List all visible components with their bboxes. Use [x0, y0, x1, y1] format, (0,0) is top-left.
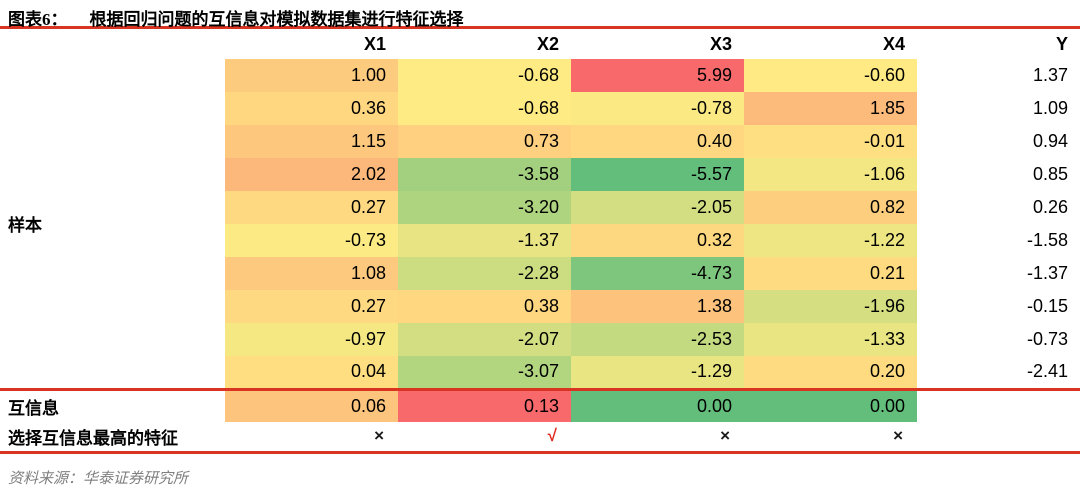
mutual-info-label: 互信息 [0, 389, 225, 422]
heatmap-cell-x1: -0.73 [225, 224, 398, 257]
heatmap-cell-x1: 0.27 [225, 290, 398, 323]
heatmap-cell-x2: -3.20 [398, 191, 571, 224]
selection-row: 选择互信息最高的特征 × √ × × [0, 422, 1080, 452]
check-mark-icon: √ [547, 426, 557, 446]
sample-row: 2.02 -3.58 -5.57 -1.06 0.85 [0, 158, 1080, 191]
selection-y-spacer [917, 422, 1080, 452]
heatmap-cell-x1: 1.08 [225, 257, 398, 290]
y-value-cell: 0.85 [917, 158, 1080, 191]
heatmap-cell-x4: -1.96 [744, 290, 917, 323]
heatmap-cell-x4: -0.60 [744, 59, 917, 92]
header-row: X1 X2 X3 X4 Y [0, 29, 1080, 59]
figure-title: 图表6： 根据回归问题的互信息对模拟数据集进行特征选择 [0, 0, 1080, 29]
sample-row: 0.04 -3.07 -1.29 0.20 -2.41 [0, 356, 1080, 389]
y-value-cell: -1.37 [917, 257, 1080, 290]
heatmap-cell-x3: 1.38 [571, 290, 744, 323]
column-header-x1: X1 [363, 33, 386, 54]
heatmap-cell-x2: -0.68 [398, 92, 571, 125]
y-value-cell: 1.37 [917, 59, 1080, 92]
heatmap-cell-x1: 0.04 [225, 356, 398, 389]
mutual-info-y-spacer [917, 389, 1080, 422]
column-header-x4: X4 [882, 33, 905, 54]
heatmap-cell-x4: 0.82 [744, 191, 917, 224]
heatmap-cell-x2: -3.07 [398, 356, 571, 389]
y-value-cell: 0.26 [917, 191, 1080, 224]
heatmap-cell-x1: 0.27 [225, 191, 398, 224]
sample-row: 0.27 0.38 1.38 -1.96 -0.15 [0, 290, 1080, 323]
mutual-info-cell-x2: 0.13 [398, 389, 571, 422]
heatmap-cell-x2: -2.28 [398, 257, 571, 290]
heatmap-cell-x4: -1.33 [744, 323, 917, 356]
heatmap-cell-x2: 0.38 [398, 290, 571, 323]
y-value-cell: 0.94 [917, 125, 1080, 158]
figure-label: 图表6： [8, 10, 68, 29]
heatmap-cell-x4: 0.20 [744, 356, 917, 389]
heatmap-cell-x2: -0.68 [398, 59, 571, 92]
sample-row: 0.36 -0.68 -0.78 1.85 1.09 [0, 92, 1080, 125]
heatmap-cell-x3: -4.73 [571, 257, 744, 290]
heatmap-cell-x1: 0.36 [225, 92, 398, 125]
column-header-x3: X3 [709, 33, 732, 54]
cross-mark-icon: × [374, 426, 384, 446]
sample-block-label: 样本 [0, 59, 225, 389]
heatmap-cell-x2: -3.58 [398, 158, 571, 191]
summary-body: 互信息 0.06 0.13 0.00 0.00 选择互信息最高的特征 × √ × × [0, 389, 1080, 452]
sample-row: -0.73 -1.37 0.32 -1.22 -1.58 [0, 224, 1080, 257]
heatmap-cell-x1: 2.02 [225, 158, 398, 191]
y-value-cell: -2.41 [917, 356, 1080, 389]
sample-row: 样本 1.00 -0.68 5.99 -0.60 1.37 [0, 59, 1080, 389]
heatmap-cell-x4: -1.06 [744, 158, 917, 191]
selection-label: 选择互信息最高的特征 [0, 422, 225, 452]
mutual-info-cell-x4: 0.00 [744, 389, 917, 422]
y-value-cell: -0.15 [917, 290, 1080, 323]
figure-title-text: 根据回归问题的互信息对模拟数据集进行特征选择 [89, 10, 464, 29]
heatmap-cell-x3: 0.40 [571, 125, 744, 158]
y-value-cell: -0.73 [917, 323, 1080, 356]
heatmap-cell-x4: 0.21 [744, 257, 917, 290]
title-underline [0, 26, 1080, 29]
feature-selection-table: X1 X2 X3 X4 Y 样本 1.00 -0.68 5.99 -0.60 1.37 0.36 -0… [0, 29, 1080, 454]
sample-row: 1.15 0.73 0.40 -0.01 0.94 [0, 125, 1080, 158]
sample-row: 0.27 -3.20 -2.05 0.82 0.26 [0, 191, 1080, 224]
source-note: 资料来源：华泰证券研究所 [8, 470, 189, 487]
sample-body: 样本 1.00 -0.68 5.99 -0.60 1.37 0.36 -0.68 -0.78 1.… [0, 59, 1080, 389]
sample-row: -0.97 -2.07 -2.53 -1.33 -0.73 [0, 323, 1080, 356]
heatmap-cell-x1: -0.97 [225, 323, 398, 356]
heatmap-cell-x2: -2.07 [398, 323, 571, 356]
mutual-info-cell-x1: 0.06 [225, 389, 398, 422]
heatmap-cell-x3: -1.29 [571, 356, 744, 389]
heatmap-cell-x4: 1.85 [744, 92, 917, 125]
heatmap-cell-x2: -1.37 [398, 224, 571, 257]
cross-mark-icon: × [720, 426, 730, 446]
heatmap-cell-x4: -1.22 [744, 224, 917, 257]
heatmap-cell-x3: 0.32 [571, 224, 744, 257]
column-header-y: Y [1055, 33, 1068, 54]
heatmap-cell-x1: 1.00 [225, 59, 398, 92]
y-value-cell: -1.58 [917, 224, 1080, 257]
mutual-info-cell-x3: 0.00 [571, 389, 744, 422]
heatmap-cell-x2: 0.73 [398, 125, 571, 158]
mutual-info-row: 互信息 0.06 0.13 0.00 0.00 [0, 389, 1080, 422]
sample-row: 1.08 -2.28 -4.73 0.21 -1.37 [0, 257, 1080, 290]
header-spacer [0, 29, 225, 59]
heatmap-cell-x4: -0.01 [744, 125, 917, 158]
heatmap-cell-x3: -2.53 [571, 323, 744, 356]
y-value-cell: 1.09 [917, 92, 1080, 125]
cross-mark-icon: × [893, 426, 903, 446]
heatmap-cell-x1: 1.15 [225, 125, 398, 158]
column-header-x2: X2 [536, 33, 559, 54]
heatmap-cell-x3: -2.05 [571, 191, 744, 224]
heatmap-cell-x3: -0.78 [571, 92, 744, 125]
heatmap-cell-x3: 5.99 [571, 59, 744, 92]
heatmap-cell-x3: -5.57 [571, 158, 744, 191]
